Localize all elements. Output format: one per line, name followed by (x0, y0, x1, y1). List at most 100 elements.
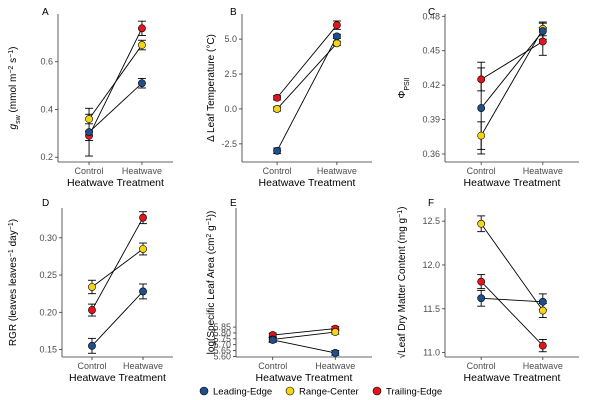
y-tick-label: 0.36 (422, 149, 440, 159)
x-axis-title: Heatwave Treatment (259, 177, 356, 189)
series-line-leading-edge (481, 297, 543, 303)
y-tick-label: 0.30 (39, 233, 57, 243)
legend-marker (285, 386, 295, 396)
x-axis-title: Heatwave Treatment (69, 372, 166, 384)
legend-item-leading-edge: Leading-Edge (199, 386, 272, 398)
legend: Leading-Edge Range-Center Trailing-Edge (199, 386, 442, 398)
point-leading-edge (138, 79, 146, 88)
x-tick-label: Heatwave (523, 166, 563, 176)
x-tick-label: Control (75, 166, 104, 176)
point-leading-edge (538, 297, 547, 306)
y-tick-label: 5.70 (213, 340, 231, 350)
series-line-leading-edge (480, 30, 544, 109)
x-tick-label: Heatwave (315, 361, 355, 371)
x-tick-label: Control (77, 361, 106, 371)
point-trailing-edge (273, 93, 281, 102)
y-tick-label: 5.65 (213, 346, 231, 356)
x-tick-label: Heatwave (123, 361, 163, 371)
x-tick-label: Control (467, 361, 496, 371)
y-axis-title: √Leaf Dry Matter Content (mg g−1) (396, 207, 408, 359)
y-tick-label: 0.4 (40, 104, 53, 114)
y-tick-label: 0.20 (39, 307, 57, 317)
legend-label: Trailing-Edge (386, 387, 442, 398)
series-line-range-center (480, 223, 544, 311)
y-tick-label: 0.45 (422, 46, 440, 56)
panel-label: F (428, 198, 434, 209)
y-tick-label: 0.0 (224, 104, 237, 114)
series-line-range-center (272, 331, 336, 340)
legend-item-range-center: Range-Center (285, 386, 359, 398)
point-trailing-edge (139, 213, 147, 222)
point-range-center (273, 105, 281, 113)
y-tick-label: 0.42 (422, 80, 440, 90)
y-tick-label: -2.5 (221, 139, 237, 149)
point-leading-edge (139, 287, 147, 296)
point-trailing-edge (138, 24, 146, 33)
series-line-trailing-edge (276, 24, 338, 99)
panel-d: D 0.15 0.20 0.25 0.30 Control HeatwaveHeatwave… (8, 198, 173, 384)
series-line-leading-edge (88, 82, 143, 133)
y-axis-title: log(Specific Leaf Area (cm2 g−1)) (206, 211, 218, 355)
point-leading-edge (538, 27, 547, 36)
series-line-leading-edge (276, 36, 338, 152)
legend-marker (372, 386, 382, 396)
point-trailing-edge (477, 277, 486, 286)
panel-label: B (230, 7, 237, 18)
legend-item-trailing-edge: Trailing-Edge (372, 386, 442, 398)
series-line-trailing-edge (480, 281, 544, 346)
y-axis-title: Δ Leaf Temperature (°C) (206, 34, 217, 142)
point-range-center (88, 283, 96, 291)
point-leading-edge (332, 32, 341, 41)
point-range-center (85, 115, 93, 123)
point-leading-edge (88, 341, 96, 350)
series-line-leading-edge (91, 291, 144, 347)
x-tick-label: Control (263, 166, 292, 176)
y-tick-label: 0.2 (40, 152, 53, 162)
y-tick-label: 0.39 (422, 115, 440, 125)
panel-f: F 11.0 11.5 12.0 12.5 Control HeatwaveHeatwave… (396, 198, 579, 384)
y-tick-label: 5.85 (213, 322, 231, 332)
point-trailing-edge (538, 37, 547, 46)
panel-label: A (42, 7, 49, 18)
y-tick-label: 0.15 (39, 345, 57, 355)
y-tick-label: 0.48 (422, 11, 440, 21)
point-range-center (139, 245, 147, 253)
point-leading-edge (268, 336, 277, 344)
point-leading-edge (477, 294, 486, 303)
point-range-center (477, 131, 486, 140)
y-axis-title: RGR (leaves leaves−1 day−1) (8, 219, 20, 346)
y-tick-label: 12.0 (422, 260, 440, 270)
y-tick-label: 5.60 (213, 351, 231, 361)
point-trailing-edge (477, 75, 486, 84)
y-axis-title: ΦPSII (397, 77, 411, 98)
y-axis-title: gsw (mmol m−2 s−1) (8, 47, 22, 130)
point-leading-edge (331, 348, 340, 357)
x-tick-label: Control (467, 166, 496, 176)
point-range-center (138, 41, 146, 49)
x-tick-label: Control (258, 361, 287, 371)
point-range-center (477, 219, 486, 228)
panel-c: C 0.36 0.39 0.42 0.45 0.48 Control HeatwaveHeat… (397, 7, 579, 189)
x-tick-label: Heatwave (317, 166, 357, 176)
point-trailing-edge (332, 21, 341, 30)
point-leading-edge (477, 104, 486, 112)
y-tick-label: 12.5 (422, 216, 440, 226)
series-line-range-center (276, 43, 338, 110)
panel-label: C (428, 7, 435, 18)
y-tick-label: 2.5 (224, 69, 237, 79)
point-trailing-edge (88, 306, 96, 314)
legend-marker (199, 386, 209, 396)
point-leading-edge (85, 128, 93, 137)
point-range-center (332, 39, 341, 48)
x-tick-label: Heatwave (523, 361, 563, 371)
x-axis-title: Heatwave Treatment (464, 372, 561, 384)
series-line-trailing-edge (480, 41, 544, 80)
y-tick-label: 0.6 (40, 57, 53, 67)
series-line-trailing-edge (91, 217, 144, 311)
series-line-leading-edge (272, 339, 336, 354)
series-line-range-center (480, 28, 544, 136)
y-tick-label: 5.0 (224, 34, 237, 44)
